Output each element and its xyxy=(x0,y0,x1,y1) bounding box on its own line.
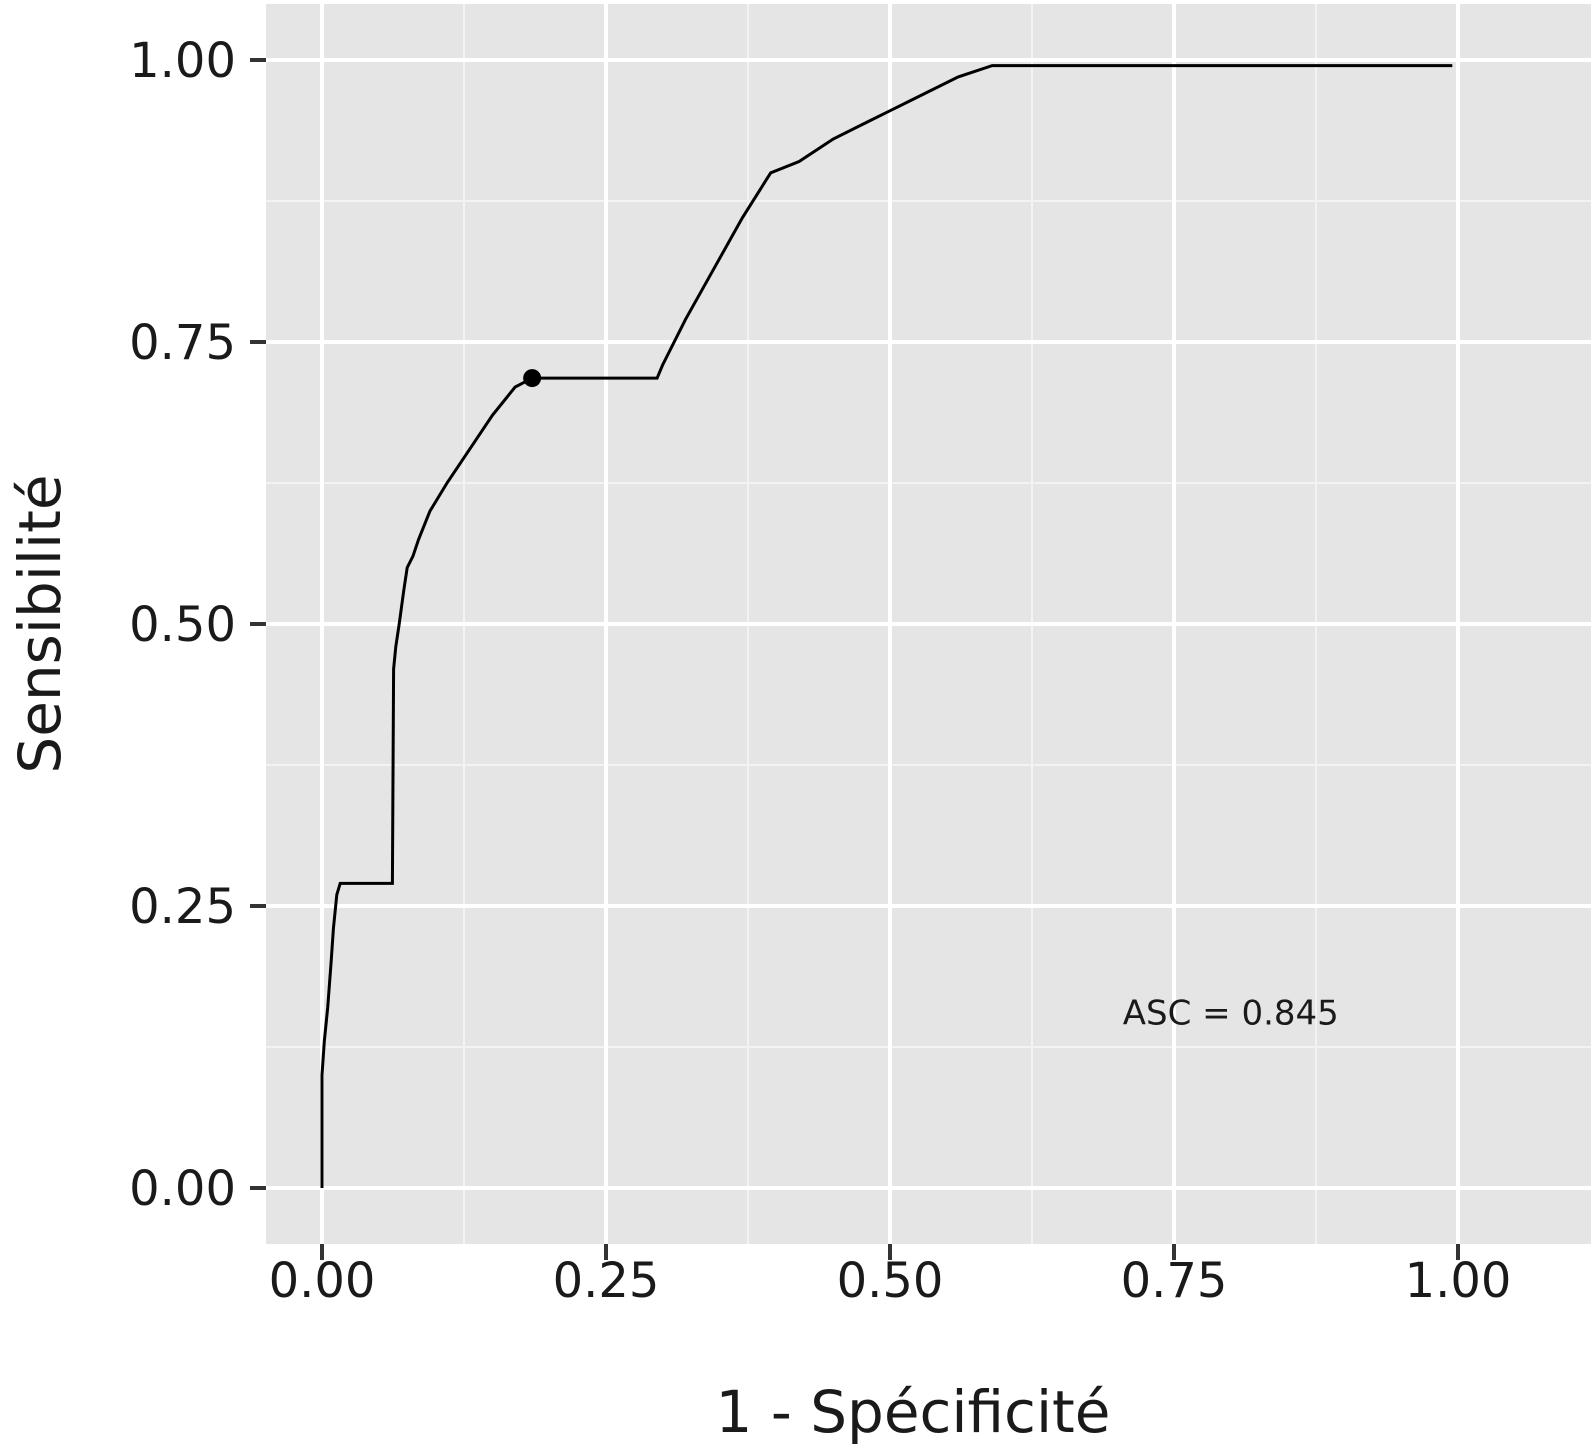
x-tick-labels: 0.00 0.25 0.50 0.75 1.00 xyxy=(269,1253,1512,1309)
x-tick-label: 1.00 xyxy=(1405,1253,1512,1309)
major-gridlines xyxy=(266,4,1591,1244)
optimal-threshold-point xyxy=(523,369,542,388)
y-tick-label: 0.75 xyxy=(129,315,236,371)
y-tick-label: 1.00 xyxy=(129,33,236,89)
x-tick-label: 0.00 xyxy=(269,1253,376,1309)
y-tick-label: 0.25 xyxy=(129,879,236,935)
y-tick-label: 0.50 xyxy=(129,597,236,653)
auc-annotation: ASC = 0.845 xyxy=(1123,993,1339,1033)
y-tick-labels: 0.00 0.25 0.50 0.75 1.00 xyxy=(129,33,236,1217)
x-tick-label: 0.50 xyxy=(837,1253,944,1309)
x-tick-label: 0.75 xyxy=(1121,1253,1228,1309)
x-axis-title: 1 - Spécificité xyxy=(716,1378,1111,1446)
y-tick-label: 0.00 xyxy=(129,1161,236,1217)
x-tick-label: 0.25 xyxy=(553,1253,660,1309)
axis-ticks xyxy=(250,58,1460,1260)
y-axis-title: Sensibilité xyxy=(6,474,74,773)
roc-curve-line xyxy=(320,64,1453,1188)
